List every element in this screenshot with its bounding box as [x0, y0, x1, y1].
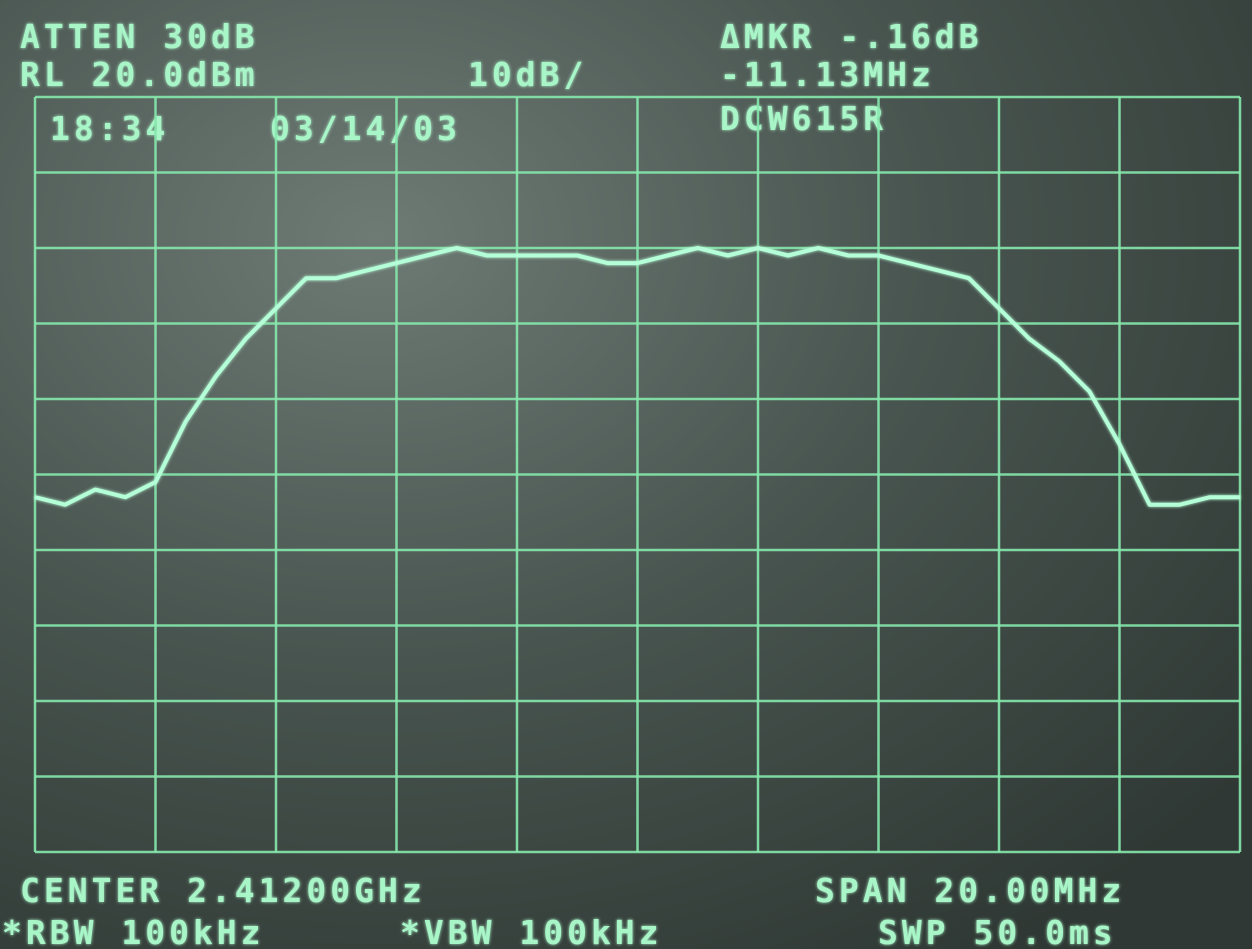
marker-delta: ΔMKR -.16dB	[720, 17, 983, 56]
atten: ATTEN 30dB	[20, 17, 259, 56]
trace-label: DCW615R	[720, 99, 887, 138]
marker-freq: -11.13MHz	[720, 55, 935, 94]
sweep: SWP 50.0ms	[878, 913, 1117, 949]
rbw: *RBW 100kHz	[2, 913, 265, 949]
time: 18:34	[50, 109, 169, 148]
center-freq: CENTER 2.41200GHz	[20, 871, 426, 910]
ref-level: RL 20.0dBm	[20, 55, 259, 94]
scale: 10dB/	[468, 55, 587, 94]
span: SPAN 20.00MHz	[815, 871, 1125, 910]
date: 03/14/03	[270, 109, 461, 148]
vbw: *VBW 100kHz	[400, 913, 663, 949]
trace	[34, 246, 1240, 507]
